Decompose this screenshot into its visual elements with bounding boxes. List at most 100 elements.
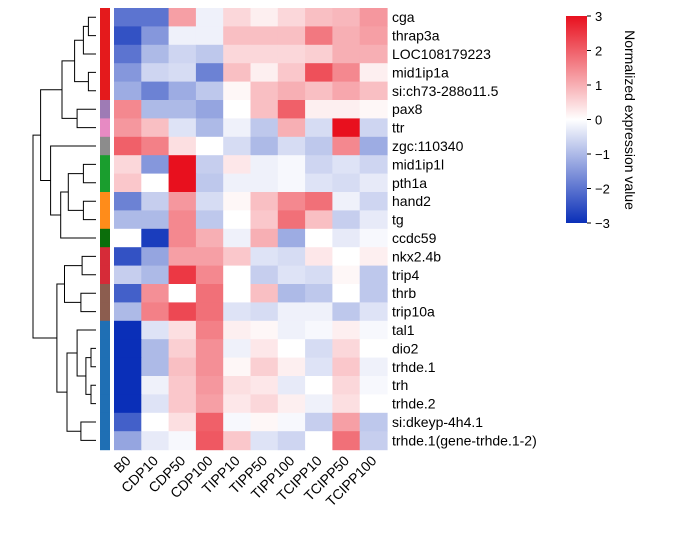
heatmap-cell xyxy=(359,44,388,64)
heatmap-cell xyxy=(223,8,252,27)
heatmap-cell xyxy=(195,431,224,451)
colorbar-tick-label: −3 xyxy=(595,216,610,231)
heatmap-cell xyxy=(277,339,306,359)
heatmap-cell xyxy=(305,155,333,175)
heatmap-cell xyxy=(195,265,224,285)
heatmap-cell xyxy=(223,302,252,322)
heatmap-cell xyxy=(332,431,361,451)
heatmap-cell xyxy=(168,357,197,377)
heatmap-cell xyxy=(359,431,388,451)
cluster-color-segment xyxy=(100,63,110,83)
heatmap-cell xyxy=(277,228,306,248)
heatmap-cell xyxy=(114,8,142,27)
heatmap-cell xyxy=(114,339,142,359)
heatmap-cell xyxy=(223,118,252,138)
cluster-color-segment xyxy=(100,81,110,101)
heatmap-cell xyxy=(114,376,142,395)
heatmap-cell xyxy=(332,44,361,64)
heatmap-cell xyxy=(250,412,279,432)
heatmap-cell xyxy=(277,192,306,211)
heatmap-cell xyxy=(168,265,197,285)
heatmap-cell xyxy=(250,44,279,64)
row-label: cga xyxy=(392,9,415,25)
heatmap-cell xyxy=(359,302,388,322)
heatmap-cell xyxy=(114,394,142,414)
row-label: trip10a xyxy=(392,304,435,320)
heatmap-cell xyxy=(195,376,224,395)
heatmap-cell xyxy=(332,118,361,138)
heatmap-cell xyxy=(332,228,361,248)
colorbar-tick-label: −2 xyxy=(595,182,610,197)
row-label: nkx2.4b xyxy=(392,248,441,264)
heatmap-cell xyxy=(195,320,224,340)
heatmap-cell xyxy=(114,173,142,193)
heatmap-cell xyxy=(250,265,279,285)
heatmap-cell xyxy=(223,44,252,64)
heatmap-cell xyxy=(168,284,197,303)
row-label: ccdc59 xyxy=(392,230,437,246)
heatmap-cell xyxy=(195,228,224,248)
heatmap-cell xyxy=(332,339,361,359)
heatmap-cell xyxy=(305,118,333,138)
heatmap-cell xyxy=(223,26,252,46)
heatmap-cell xyxy=(141,284,170,303)
heatmap-cell xyxy=(332,26,361,46)
heatmap-cell xyxy=(114,155,142,175)
heatmap-cell xyxy=(359,192,388,211)
heatmap-cell xyxy=(277,63,306,83)
heatmap-cell xyxy=(359,210,388,230)
heatmap-cell xyxy=(359,8,388,27)
heatmap-cell xyxy=(195,210,224,230)
heatmap-cell xyxy=(332,136,361,156)
row-label: trh xyxy=(392,377,408,393)
row-label: trhde.2 xyxy=(392,396,436,412)
heatmap-cell xyxy=(277,320,306,340)
heatmap-cell xyxy=(250,210,279,230)
cluster-color-segment xyxy=(100,284,110,303)
heatmap-cell xyxy=(250,302,279,322)
heatmap-cell xyxy=(195,357,224,377)
heatmap-cell xyxy=(305,228,333,248)
row-labels: cga thrap3a LOC108179223 mid1ip1a si:ch73-28… xyxy=(392,9,537,448)
heatmap-cell xyxy=(332,100,361,119)
heatmap-cell xyxy=(305,26,333,46)
heatmap-cell xyxy=(359,320,388,340)
heatmap-cell xyxy=(332,155,361,175)
heatmap-cell xyxy=(359,247,388,267)
colorbar-legend: 3 2 1 0 −1 −2 −3 Normalized expression value xyxy=(566,9,638,231)
row-label: mid1ip1l xyxy=(392,156,444,172)
heatmap-cell xyxy=(332,302,361,322)
heatmap-cell xyxy=(277,357,306,377)
heatmap-cell xyxy=(305,100,333,119)
heatmap-cell xyxy=(305,284,333,303)
heatmap-cell xyxy=(332,376,361,395)
heatmap-cell xyxy=(195,26,224,46)
heatmap-cell xyxy=(305,8,333,27)
heatmap-cell xyxy=(332,81,361,101)
heatmap-cell xyxy=(141,247,170,267)
row-label: trhde.1 xyxy=(392,359,436,375)
heatmap-cell xyxy=(223,320,252,340)
dendrogram-branch xyxy=(82,200,96,221)
heatmap-cell xyxy=(168,136,197,156)
heatmap-cell xyxy=(141,173,170,193)
dendrogram-branch xyxy=(56,283,67,393)
row-label: mid1ip1a xyxy=(392,64,449,80)
heatmap-cell xyxy=(359,155,388,175)
heatmap-cells xyxy=(114,8,388,451)
heatmap-cell xyxy=(359,173,388,193)
heatmap-cell xyxy=(305,412,333,432)
heatmap-cell xyxy=(141,302,170,322)
dendrogram-branch xyxy=(82,25,96,55)
heatmap-cell xyxy=(332,265,361,285)
row-label: tal1 xyxy=(392,322,415,338)
heatmap-cell xyxy=(223,412,252,432)
heatmap-cell xyxy=(305,394,333,414)
heatmap-cell xyxy=(305,173,333,193)
heatmap-cell xyxy=(195,63,224,83)
heatmap-cell xyxy=(250,320,279,340)
heatmap-cell xyxy=(305,431,333,451)
heatmap-cell xyxy=(277,118,306,138)
dendrogram-branch xyxy=(66,352,81,432)
